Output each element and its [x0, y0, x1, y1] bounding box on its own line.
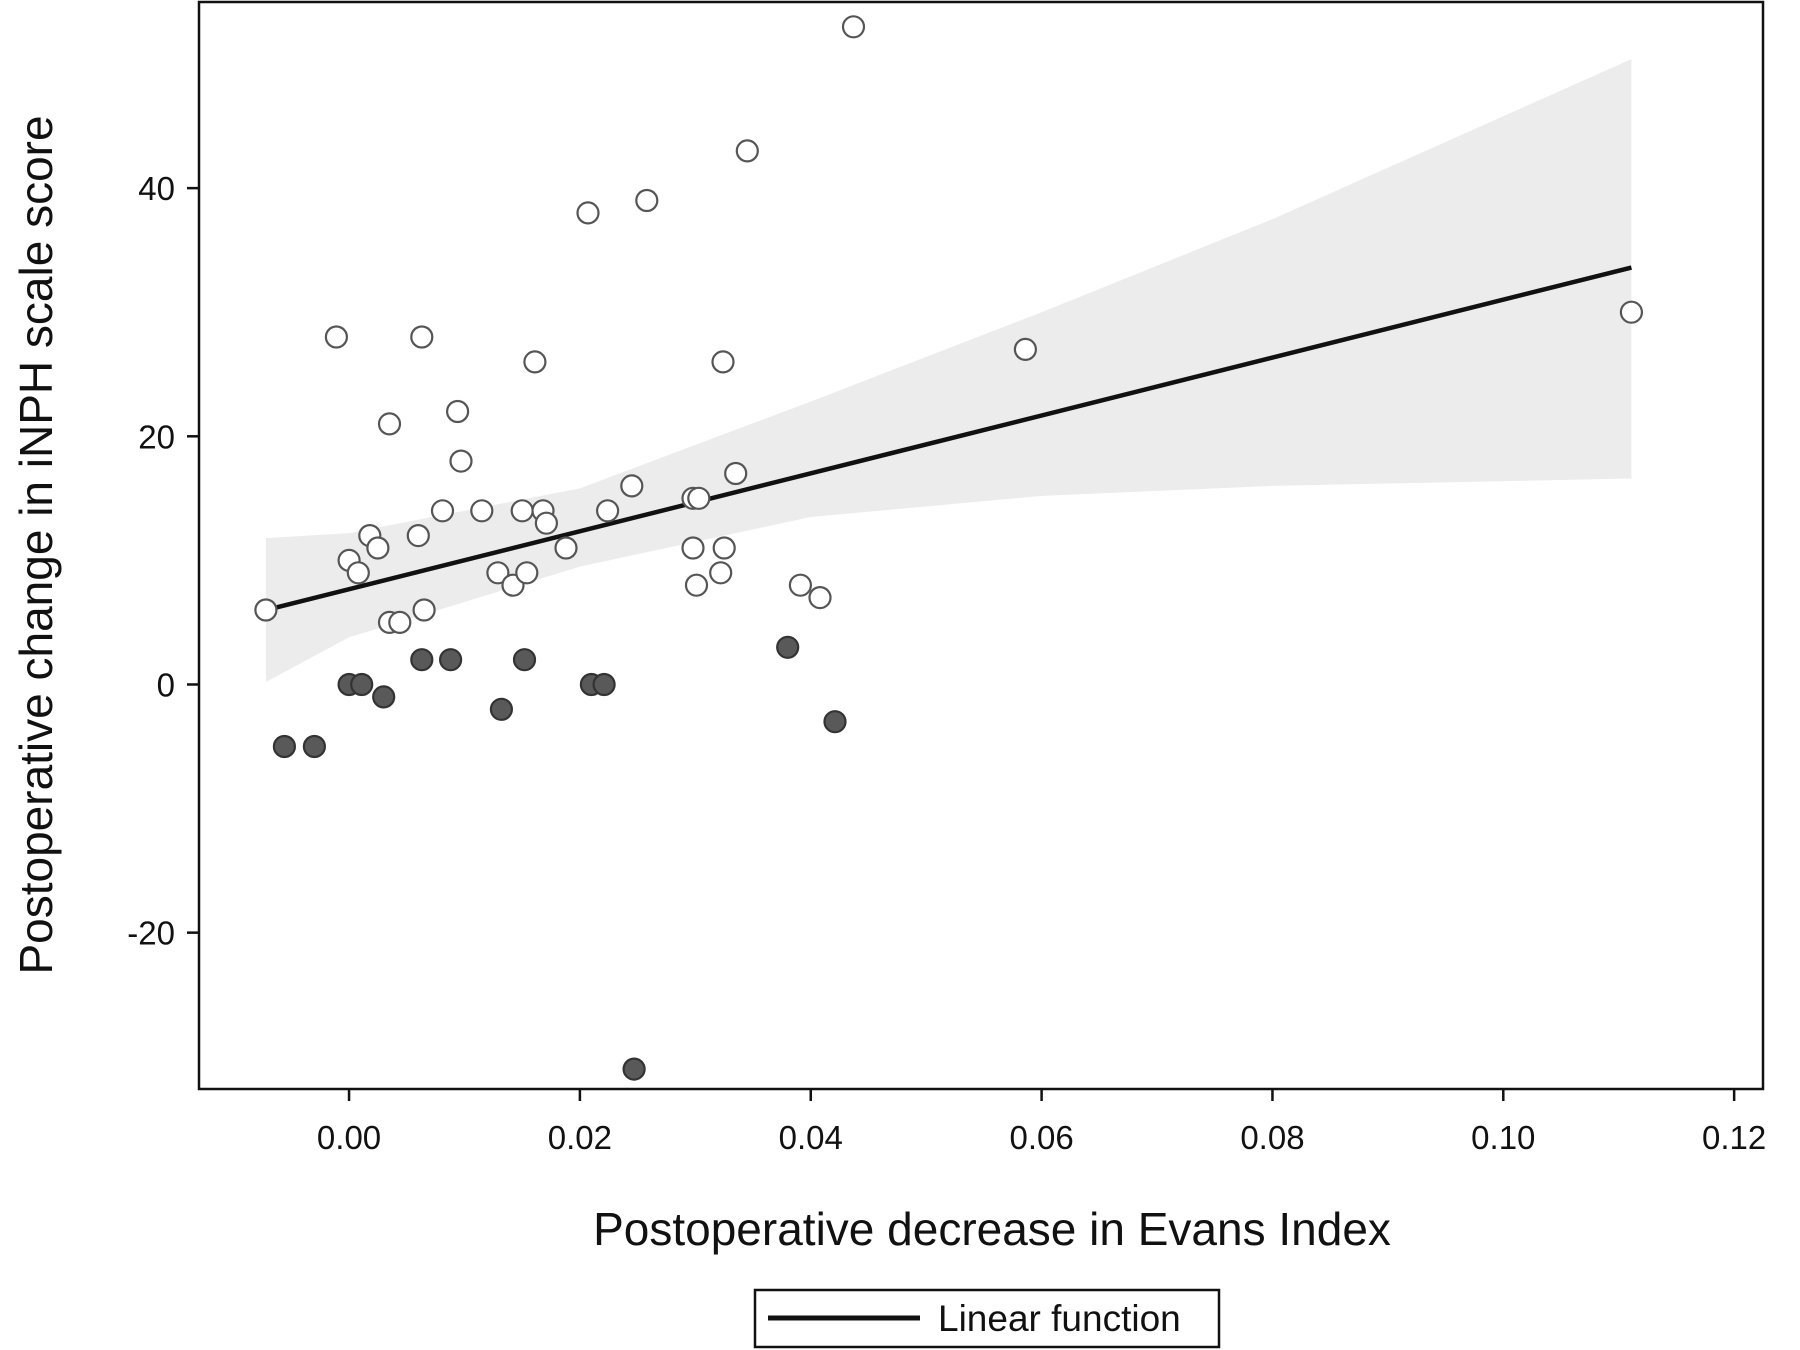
confidence-band	[265, 59, 1632, 683]
data-point-filled	[372, 685, 396, 709]
x-tick-label: 0.02	[548, 1119, 612, 1156]
data-point-open	[684, 573, 709, 597]
data-point-filled	[302, 734, 326, 759]
data-point-filled	[272, 734, 296, 759]
data-point-open	[709, 561, 733, 585]
data-point-open	[687, 486, 711, 510]
x-tick-label: 0.12	[1702, 1119, 1766, 1156]
data-point-open	[620, 474, 644, 498]
data-point-open	[412, 598, 436, 622]
data-point-open	[534, 511, 559, 535]
data-point-open	[377, 412, 402, 436]
data-point-open	[324, 325, 348, 349]
y-tick-label: 40	[138, 170, 175, 207]
data-point-open	[430, 499, 455, 523]
data-point-open	[808, 585, 832, 610]
data-point-open	[406, 523, 430, 548]
data-point-open	[470, 499, 494, 523]
legend: Linear function	[753, 1288, 1221, 1349]
data-point-open	[366, 536, 390, 560]
data-point-open	[554, 536, 578, 560]
data-point-open	[681, 536, 705, 560]
y-tick-label: 0	[157, 666, 175, 703]
data-point-filled	[489, 697, 513, 721]
data-point-open	[788, 573, 813, 597]
data-point-filled	[776, 635, 800, 659]
plot-frame	[197, 0, 1765, 1091]
data-point-filled	[823, 710, 847, 734]
data-point-open	[1013, 337, 1038, 361]
data-point-open	[576, 201, 600, 225]
y-axis-title: Postoperative change in iNPH scale score	[10, 115, 62, 974]
data-point-open	[486, 561, 510, 585]
fit-line-layer	[265, 265, 1632, 613]
data-point-open	[523, 350, 547, 374]
data-point-open	[449, 449, 473, 473]
data-point-filled	[592, 672, 616, 697]
legend-label: Linear function	[938, 1298, 1181, 1339]
y-tick-label: 20	[138, 418, 175, 455]
data-point-filled	[410, 648, 434, 672]
data-point-open	[388, 610, 412, 635]
data-point-open	[711, 350, 735, 374]
data-point-open	[410, 325, 434, 349]
x-tick-label: 0.08	[1240, 1119, 1304, 1156]
data-point-open	[346, 561, 370, 585]
axes-layer: 0.00 0.02 0.04 0.06 0.08 0.10 0.12 -20 0 20 40	[127, 170, 1766, 1156]
confidence-band-layer	[265, 59, 1632, 683]
data-point-open	[510, 499, 534, 523]
data-point-filled	[622, 1057, 646, 1081]
linear-fit-line	[265, 265, 1632, 613]
x-axis-title: Postoperative decrease in Evans Index	[593, 1203, 1391, 1255]
x-tick-label: 0.10	[1471, 1119, 1535, 1156]
data-point-open	[735, 139, 759, 163]
data-point-open	[446, 399, 470, 424]
y-tick-label: -20	[127, 915, 175, 952]
x-tick-label: 0.04	[779, 1119, 843, 1156]
data-point-open	[515, 561, 539, 585]
data-point-open	[595, 499, 620, 523]
x-tick-label: 0.00	[317, 1119, 381, 1156]
data-point-open	[635, 188, 659, 213]
data-point-filled	[439, 648, 463, 672]
data-point-open	[254, 598, 278, 622]
data-point-open	[724, 461, 748, 486]
data-point-open	[841, 15, 866, 39]
x-tick-label: 0.06	[1009, 1119, 1073, 1156]
data-point-filled	[350, 672, 374, 697]
data-point-filled	[512, 648, 537, 672]
data-point-open	[1619, 300, 1644, 324]
data-point-open	[712, 536, 736, 560]
points-layer	[254, 15, 1644, 1081]
